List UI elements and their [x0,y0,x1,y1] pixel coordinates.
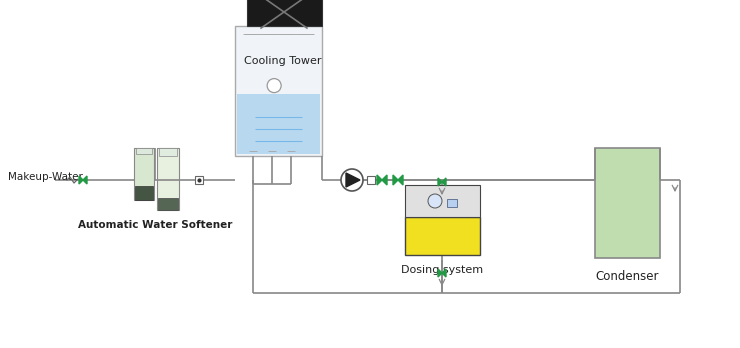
Bar [235,26,322,156]
Bar [405,217,480,255]
Bar [247,0,322,26]
Bar [135,186,153,200]
Text: Cooling Tower: Cooling Tower [244,56,322,66]
Bar [136,148,152,154]
Polygon shape [79,176,83,184]
Bar [447,199,457,207]
Polygon shape [442,269,446,277]
Bar [595,148,660,258]
Text: Dosing system: Dosing system [401,265,483,275]
Bar [158,198,178,210]
Bar [405,185,480,217]
Bar [195,176,203,184]
Bar [367,176,375,184]
Polygon shape [438,178,442,186]
Bar [159,148,177,156]
Text: Condenser: Condenser [595,270,659,283]
Text: Automatic Water Softener: Automatic Water Softener [78,220,232,230]
Polygon shape [393,175,398,185]
Polygon shape [442,178,446,186]
Circle shape [267,79,281,93]
Bar [157,148,179,210]
Circle shape [428,194,442,208]
Bar [134,148,154,200]
Polygon shape [398,175,403,185]
Polygon shape [382,175,387,185]
Polygon shape [377,175,382,185]
Polygon shape [438,269,442,277]
Circle shape [341,169,363,191]
Polygon shape [346,173,360,187]
Polygon shape [83,176,87,184]
Bar [237,94,320,154]
Text: Makeup-Water: Makeup-Water [8,172,83,182]
